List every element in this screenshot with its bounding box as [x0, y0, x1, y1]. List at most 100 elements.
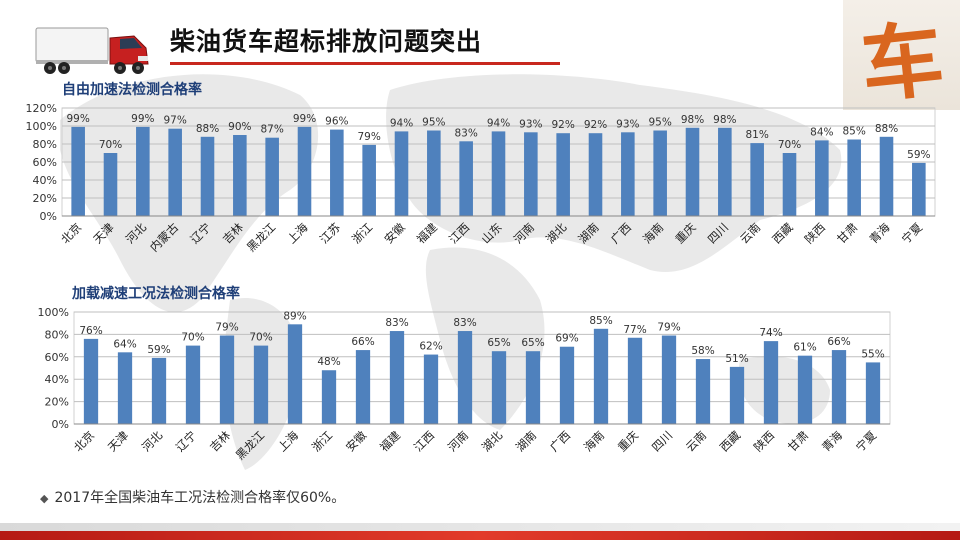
- chart2-data-label: 51%: [725, 353, 748, 365]
- chart2-y-tick-label: 100%: [38, 306, 69, 319]
- chart1-bar: [427, 130, 441, 216]
- chart1-data-label: 85%: [842, 126, 865, 138]
- chart1-bar: [200, 136, 215, 216]
- chart1-y-tick-label: 20%: [33, 192, 57, 205]
- chart1-bar: [879, 136, 894, 216]
- chart2-bar: [729, 366, 745, 424]
- chart2-data-label: 83%: [385, 317, 408, 329]
- chart2-category-label: 重庆: [615, 428, 642, 455]
- chart2-category-label: 湖北: [479, 428, 506, 455]
- chart1-y-tick-label: 100%: [26, 120, 57, 133]
- chart1-bar: [394, 131, 409, 216]
- footnote-text: 2017年全国柴油车工况法检测合格率仅60%。: [54, 490, 346, 506]
- bottom-decorative-bar: [0, 523, 960, 540]
- chart1-y-tick-label: 120%: [26, 102, 57, 115]
- chart1-data-label: 81%: [745, 129, 768, 141]
- chart2-data-label: 69%: [555, 333, 578, 345]
- chart1-bar: [815, 140, 829, 216]
- chart2-data-label: 74%: [759, 327, 782, 339]
- chart1-data-label: 83%: [454, 127, 477, 139]
- chart2-bar: [831, 350, 847, 424]
- chart2-bar: [185, 345, 201, 424]
- chart1-bar: [524, 132, 538, 216]
- chart2-category-label: 湖南: [513, 428, 539, 454]
- chart2-data-label: 62%: [419, 341, 442, 353]
- chart2-bar: [593, 328, 609, 424]
- chart1-bar: [588, 133, 603, 216]
- chart2-bar: [219, 335, 235, 424]
- chart2-y-tick-label: 60%: [45, 351, 69, 364]
- chart2-category-label: 浙江: [309, 428, 336, 455]
- chart2-bar: [117, 352, 133, 424]
- chart1-bar: [233, 135, 247, 216]
- chart2-category-label: 广西: [547, 428, 573, 454]
- chart2-y-tick-label: 20%: [45, 396, 69, 409]
- chart1-data-label: 98%: [713, 114, 736, 126]
- chart2-category-label: 甘肃: [785, 428, 811, 454]
- chart1-data-label: 95%: [422, 117, 445, 129]
- chart1-bar: [71, 126, 85, 216]
- chart2-category-label: 陕西: [751, 428, 777, 454]
- chart1-data-label: 79%: [357, 131, 380, 143]
- chart1-data-label: 96%: [325, 116, 348, 128]
- chart2-bar: [355, 350, 371, 424]
- chart1-data-label: 95%: [648, 117, 671, 129]
- chart1-data-label: 87%: [260, 124, 283, 136]
- title-underline: [170, 62, 560, 65]
- chart-2-title: 加载减速工况法检测合格率: [72, 286, 240, 302]
- chart2-data-label: 76%: [79, 325, 102, 337]
- chart2-data-label: 65%: [521, 337, 544, 349]
- chart1-data-label: 93%: [519, 118, 542, 130]
- truck-image: [35, 27, 149, 74]
- chart2-bar: [389, 331, 405, 424]
- chart1-bar: [782, 153, 797, 216]
- chart2-category-label: 四川: [649, 428, 675, 454]
- chart2-data-label: 58%: [691, 345, 714, 357]
- chart2-bar: [457, 331, 473, 424]
- chart1-bar: [750, 143, 764, 216]
- chart2-data-label: 66%: [351, 336, 374, 348]
- chart2-category-label: 海南: [581, 428, 607, 454]
- chart2-data-label: 48%: [317, 356, 340, 368]
- chart2-category-label: 辽宁: [173, 428, 199, 454]
- chart1-data-label: 59%: [907, 149, 930, 161]
- chart2-data-label: 66%: [827, 336, 850, 348]
- chart2-data-label: 83%: [453, 317, 476, 329]
- chart1-y-tick-label: 40%: [33, 174, 57, 187]
- chart1-bar: [362, 144, 376, 216]
- diamond-bullet-icon: ◆: [40, 492, 49, 505]
- chart1-bar: [491, 131, 506, 216]
- chart1-bar: [330, 129, 344, 216]
- chart2-bar: [525, 351, 541, 424]
- chart1-data-label: 84%: [810, 126, 833, 138]
- chart2-category-label: 黑龙江: [233, 428, 268, 463]
- chart2-category-label: 北京: [71, 428, 97, 454]
- chart1-y-tick-label: 0%: [40, 210, 57, 223]
- chart2-data-label: 59%: [147, 344, 170, 356]
- chart1-bar: [653, 130, 667, 216]
- chart2-bar: [627, 337, 643, 424]
- chart2-bar: [661, 335, 677, 424]
- chart2-data-label: 55%: [861, 348, 884, 360]
- chart2-data-label: 65%: [487, 337, 510, 349]
- chart2-bar: [253, 345, 269, 424]
- chart2-category-label: 天津: [105, 428, 131, 454]
- chart1-bar: [718, 127, 732, 216]
- chart1-data-label: 90%: [228, 121, 251, 133]
- chart1-data-label: 94%: [487, 117, 510, 129]
- chart2-category-label: 安徽: [343, 428, 370, 455]
- chart2-bar: [321, 370, 337, 424]
- chart1-data-label: 88%: [196, 123, 219, 135]
- chart1-bar: [621, 132, 635, 216]
- chart2-bar: [695, 359, 711, 424]
- chart2-bar: [865, 362, 881, 424]
- chart2-category-label: 宁夏: [853, 428, 880, 455]
- chart2-category-label: 江西: [411, 428, 437, 454]
- chart2-data-label: 64%: [113, 338, 136, 350]
- chart-1-title: 自由加速法检测合格率: [62, 82, 202, 98]
- chart1-data-label: 99%: [66, 113, 89, 125]
- chart2-bar: [287, 324, 303, 424]
